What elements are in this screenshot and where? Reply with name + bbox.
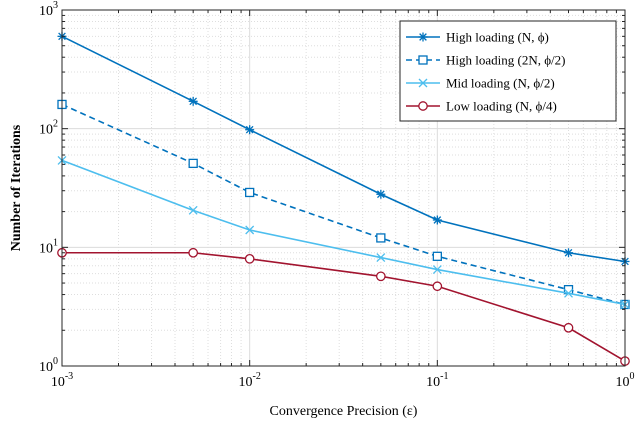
series-group bbox=[57, 31, 630, 366]
marker-stroke bbox=[564, 288, 573, 298]
marker-stroke bbox=[188, 205, 198, 215]
marker-stroke bbox=[377, 190, 385, 199]
data-point bbox=[432, 281, 443, 292]
series-2 bbox=[57, 99, 630, 310]
data-point bbox=[432, 251, 442, 261]
data-point bbox=[564, 248, 574, 258]
data-point bbox=[188, 96, 198, 106]
marker-stroke bbox=[564, 248, 573, 257]
marker-stroke bbox=[245, 125, 254, 134]
series-3 bbox=[57, 155, 630, 309]
legend-label: Low loading (N, ϕ/4) bbox=[446, 99, 557, 114]
x-tick-label: 100 bbox=[616, 371, 635, 390]
axis-ticks: 10-3 10-2 10-1 100 100 101 102 103 bbox=[39, 0, 635, 390]
y-tick-label: 102 bbox=[39, 119, 58, 138]
data-point bbox=[188, 247, 199, 258]
marker-stroke bbox=[418, 78, 428, 88]
data-point bbox=[376, 189, 386, 199]
marker-stroke bbox=[245, 225, 255, 235]
marker-stroke bbox=[433, 216, 442, 224]
y-tick-label: 100 bbox=[39, 356, 58, 375]
legend-marker bbox=[418, 78, 428, 88]
y-axis-title: Number of Iterations bbox=[9, 124, 24, 251]
legend: High loading (N, ϕ) High loading (2N, ϕ/2… bbox=[399, 20, 617, 122]
legend-marker bbox=[418, 101, 428, 111]
data-point bbox=[375, 271, 386, 282]
series-4 bbox=[57, 247, 630, 366]
x-tick-label: 10-2 bbox=[238, 371, 260, 390]
legend-marker bbox=[418, 32, 428, 42]
plot-frame bbox=[61, 9, 626, 367]
x-tick-label: 10-1 bbox=[426, 371, 448, 390]
series-line bbox=[62, 251, 626, 362]
legend-label: High loading (2N, ϕ/2) bbox=[446, 53, 566, 68]
marker-stroke bbox=[432, 265, 442, 274]
x-axis-title: Convergence Precision (ε) bbox=[270, 404, 418, 419]
data-point bbox=[376, 253, 386, 263]
data-point bbox=[432, 215, 442, 225]
data-point bbox=[564, 288, 573, 298]
legend-label: High loading (N, ϕ) bbox=[446, 30, 549, 45]
y-tick-label: 101 bbox=[39, 237, 58, 256]
x-tick-label: 10-3 bbox=[51, 371, 73, 390]
data-point bbox=[563, 322, 574, 333]
data-point bbox=[432, 265, 442, 274]
data-point bbox=[245, 125, 255, 135]
legend-marker bbox=[418, 55, 428, 65]
marker-stroke bbox=[419, 33, 427, 41]
data-point bbox=[376, 233, 386, 243]
data-point bbox=[245, 187, 255, 198]
marker-stroke bbox=[189, 97, 198, 106]
data-point bbox=[188, 158, 198, 169]
marker-stroke bbox=[376, 253, 386, 263]
data-point bbox=[245, 225, 255, 235]
y-tick-label: 103 bbox=[39, 0, 58, 19]
data-point bbox=[244, 253, 255, 264]
data-point bbox=[188, 205, 198, 215]
legend-label: Mid loading (N, ϕ/2) bbox=[446, 76, 555, 91]
